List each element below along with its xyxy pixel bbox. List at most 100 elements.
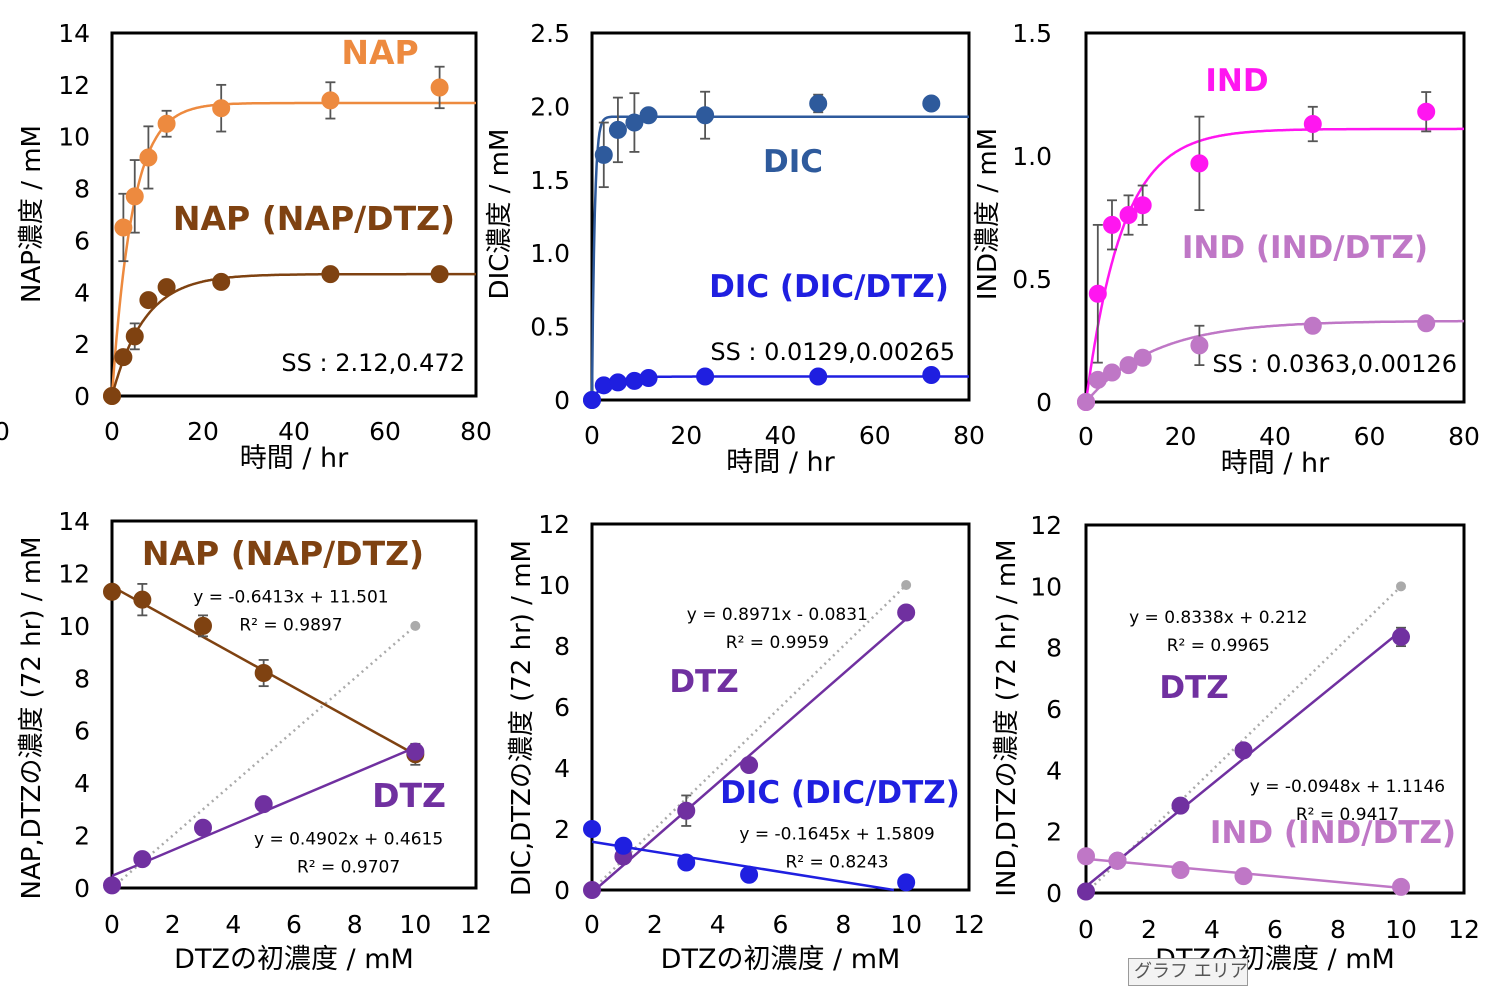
y-tick-label: 8 [74, 664, 90, 693]
reference-line [111, 624, 417, 889]
series-label: IND [1205, 63, 1268, 99]
data-point [594, 145, 613, 164]
trendline [591, 840, 895, 892]
data-point [897, 873, 916, 892]
y-tick-label: 2 [74, 822, 90, 851]
data-point [103, 387, 121, 405]
data-point [430, 265, 449, 284]
reference-line [591, 584, 908, 891]
data-point [583, 820, 601, 838]
plot-frame [1084, 31, 1466, 404]
y-tick-label: 6 [554, 693, 570, 722]
data-point [1077, 847, 1095, 866]
y-tick-label: 10 [1030, 572, 1062, 601]
data-point [625, 113, 644, 132]
x-tick-label: 20 [187, 417, 219, 446]
regression-equation: R² = 0.9965 [1167, 636, 1270, 656]
chart-c1: 0 20 40 60 80 0 2 4 6 8 10 12 14 0 時間 / hr NAP濃度 / mM NA… [0, 19, 492, 474]
y-axis-title: DIC,DTZの濃度 (72 hr) / mM [507, 540, 537, 896]
fit-curve [1084, 127, 1464, 403]
data-point [740, 865, 759, 884]
plot-frame [110, 31, 478, 398]
y-tick-label: 10 [538, 571, 570, 600]
data-point [1133, 196, 1152, 215]
x-tick-label: 10 [890, 910, 922, 939]
y-axis-title: NAP濃度 / mM [17, 125, 47, 303]
data-point [114, 218, 133, 237]
data-point [922, 366, 941, 385]
x-tick-label: 8 [347, 910, 363, 939]
data-point [608, 373, 627, 392]
data-point [1108, 851, 1127, 870]
data-point [696, 106, 715, 125]
data-point [1119, 356, 1138, 375]
y-tick-label: 8 [554, 632, 570, 661]
x-tick-label: 80 [1448, 422, 1480, 451]
data-point [1102, 215, 1121, 234]
x-tick-label: 20 [670, 421, 702, 450]
series-label: NAP (NAP/DTZ) [142, 534, 424, 573]
reference-point [1396, 581, 1406, 592]
y-tick-label: 0 [1046, 879, 1062, 908]
data-point [677, 801, 696, 820]
x-tick-label: 12 [1448, 915, 1480, 944]
data-point [133, 850, 152, 869]
data-point [133, 590, 152, 609]
y-tick-label: 1.0 [530, 239, 570, 268]
data-point [1119, 206, 1138, 225]
y-tick-label: 0 [74, 874, 90, 903]
series-label: NAP [341, 33, 418, 72]
x-tick-label: 60 [369, 417, 401, 446]
y-tick-label: 6 [74, 226, 90, 255]
y-tick-label: 12 [538, 510, 570, 539]
y-tick-label: 12 [58, 559, 90, 588]
y-tick-label: 0 [554, 386, 570, 415]
x-tick-label: 8 [835, 910, 851, 939]
plot-frame [1084, 523, 1466, 895]
x-tick-label: 6 [1267, 915, 1283, 944]
data-point [125, 187, 144, 206]
data-point [809, 94, 828, 113]
data-point [696, 367, 715, 386]
data-point [212, 99, 231, 118]
y-tick-label: 1.0 [1012, 142, 1052, 171]
data-point [897, 603, 916, 622]
data-point [1392, 877, 1410, 896]
y-tick-label: 2.0 [530, 92, 570, 121]
y-tick-label: 4 [554, 754, 570, 783]
y-tick-label: 0 [1036, 388, 1052, 417]
chart-c3: 0 20 40 60 80 0 0.5 1.0 1.5 時間 / hr IND濃度 / mM IND I… [973, 19, 1480, 479]
series-label: DTZ [1159, 670, 1228, 706]
data-point [194, 818, 212, 837]
x-axis-title: DTZの初濃度 / mM [174, 944, 414, 975]
reference-point [410, 620, 421, 631]
regression-equation: R² = 0.8243 [785, 853, 888, 873]
chart-c4: 0 2 4 6 8 10 12 0 2 4 6 8 10 12 14 DTZの初濃度 / mM NAP,DTZの… [17, 507, 492, 975]
data-point [1171, 861, 1190, 879]
data-point [157, 114, 176, 133]
y-tick-label: 4 [1046, 756, 1062, 785]
data-point [1392, 627, 1410, 646]
reference-point [901, 580, 912, 590]
stray-tick-label: 0 [0, 417, 10, 446]
series-label: NAP (NAP/DTZ) [173, 199, 455, 238]
data-point [1417, 314, 1436, 333]
y-tick-label: 6 [74, 717, 90, 746]
x-tick-label: 0 [104, 910, 120, 939]
y-tick-label: 1.5 [530, 166, 570, 195]
data-point [1133, 348, 1152, 367]
x-tick-label: 0 [1078, 915, 1094, 944]
chart-c5: 0 2 4 6 8 10 12 0 2 4 6 8 10 12 DTZの初濃度 / mM DIC,DTZの濃度… [507, 510, 985, 975]
y-tick-label: 8 [74, 175, 90, 204]
regression-equation: R² = 0.9417 [1296, 805, 1399, 825]
data-point [740, 755, 759, 774]
data-point [1190, 336, 1209, 355]
y-tick-label: 14 [58, 19, 90, 48]
x-tick-label: 2 [1141, 915, 1157, 944]
regression-equation: y = -0.6413x + 11.501 [193, 587, 388, 607]
x-axis-title: 時間 / hr [240, 443, 349, 474]
data-point [1303, 316, 1322, 335]
data-point [583, 881, 601, 899]
y-tick-label: 8 [1046, 634, 1062, 663]
x-tick-label: 10 [1385, 915, 1417, 944]
